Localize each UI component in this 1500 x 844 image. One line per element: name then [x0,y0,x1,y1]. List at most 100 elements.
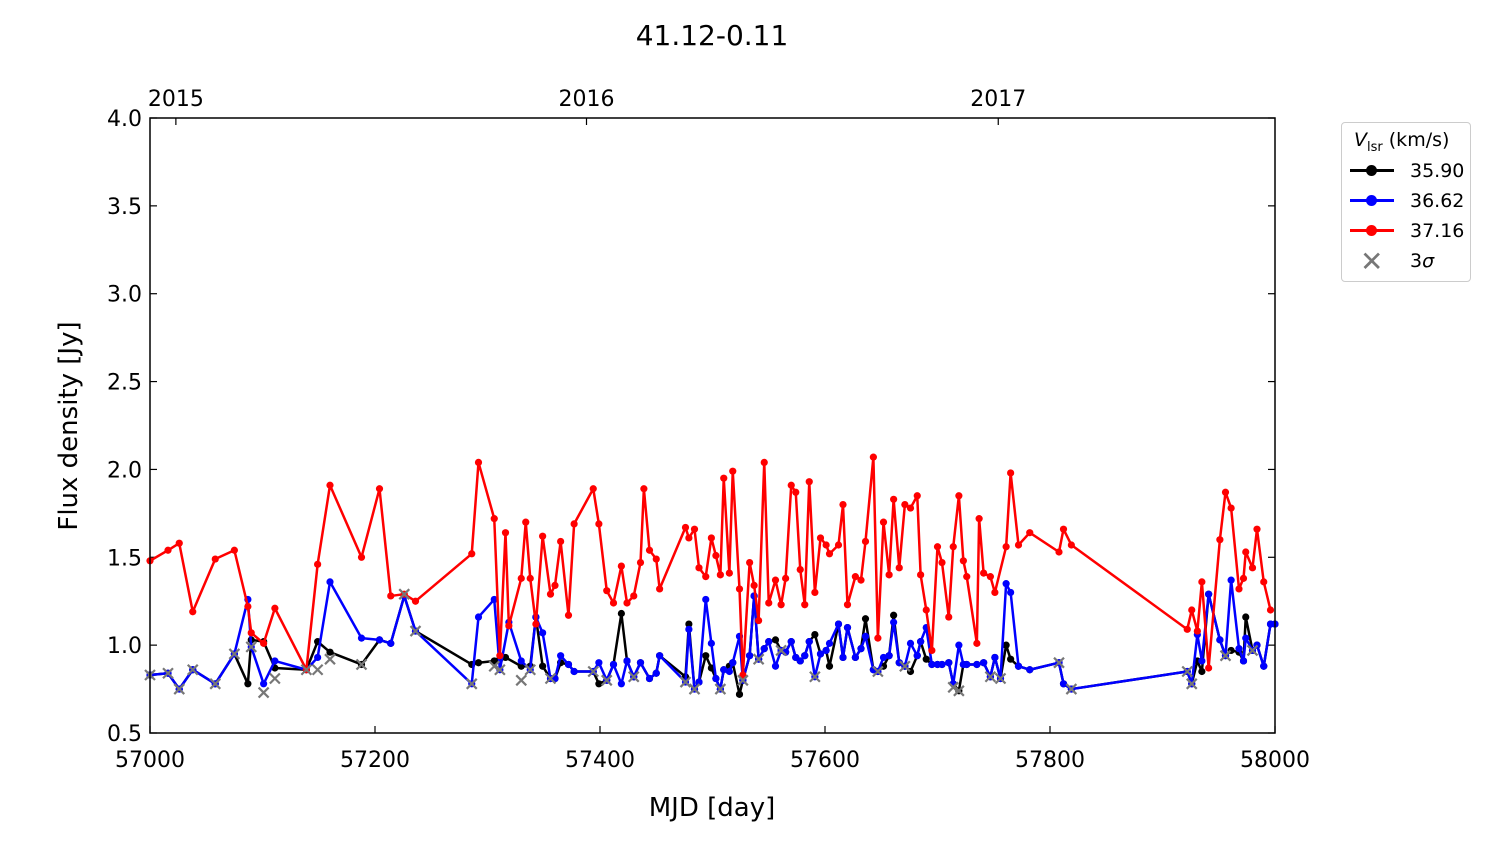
sigma3-marker [465,678,478,690]
data-point-37-16 [801,601,809,609]
data-point-37-16 [895,564,903,572]
data-point-36-62 [720,666,728,674]
data-point-36-62 [652,669,660,677]
data-point-35-90 [861,615,870,623]
data-point-36-62 [928,660,936,669]
data-point-37-16 [729,467,737,475]
data-point-36-62 [1205,590,1213,598]
data-point-36-62 [1235,645,1243,653]
data-point-37-16 [496,652,504,660]
data-point-37-16 [189,608,197,616]
data-point-37-16 [843,601,852,609]
data-point-37-16 [991,588,999,597]
sigma3-marker [1185,678,1198,690]
data-point-37-16 [546,590,555,598]
data-point-37-16 [959,557,967,565]
x-axis-label: MJD [day] [649,793,776,823]
data-point-37-16 [387,592,395,600]
sigma3-marker [494,663,506,676]
data-point-37-16 [564,611,573,619]
top-year-label: 2017 [970,87,1026,112]
data-point-37-16 [879,518,888,526]
data-point-35-90 [474,659,483,667]
series-line-37-16 [149,455,1272,677]
data-point-37-16 [557,537,565,546]
data-point-36-62 [707,639,715,647]
data-point-36-62 [271,657,279,665]
data-point-37-16 [938,558,946,567]
data-point-37-16 [1253,525,1261,533]
sigma3-marker [809,670,821,683]
legend-entry-35-90: 35.90 [1350,159,1464,183]
x-tick-label: 58000 [1240,748,1310,773]
data-point-37-16 [1248,564,1257,572]
data-point-37-16 [375,485,384,493]
data-point-37-16 [539,532,547,540]
data-point-35-90 [922,655,930,663]
data-point-37-16 [1216,536,1224,544]
sigma3-marker [714,683,727,695]
data-point-37-16 [501,529,510,537]
sigma3-marker [1246,644,1259,657]
data-point-37-16 [314,560,322,568]
data-point-37-16 [230,546,238,554]
data-point-37-16 [945,613,953,621]
data-point-37-16 [474,458,483,466]
x-tick-label: 57600 [790,748,860,773]
sigma3-marker [355,658,368,671]
data-point-35-90 [617,609,625,618]
data-point-37-16 [695,564,703,572]
sigma3-marker [872,665,884,678]
sigma3-marker [679,676,692,688]
chart-title: 41.12-0.11 [636,19,789,52]
data-point-37-16 [805,478,813,486]
data-point-36-62 [539,629,547,637]
data-point-37-16 [1239,574,1248,582]
data-point-37-16 [656,585,664,593]
data-point-36-62 [945,659,953,667]
legend-entry-36-62: 36.62 [1350,189,1464,213]
data-point-37-16 [411,597,420,605]
data-point-36-62 [906,639,915,647]
data-point-37-16 [164,546,172,554]
data-point-37-16 [603,587,611,595]
data-point-36-62 [1242,634,1250,642]
legend-title-unit: (km/s) [1382,129,1450,151]
data-point-36-62 [801,652,809,660]
data-point-37-16 [1007,469,1015,477]
data-point-37-16 [816,534,825,542]
data-point-37-16 [630,592,638,600]
data-point-37-16 [707,534,715,542]
y-tick-label: 3.5 [107,195,142,220]
data-point-37-16 [1227,504,1235,512]
data-point-37-16 [1067,541,1075,549]
data-point-37-16 [1266,606,1275,614]
data-point-37-16 [244,602,252,611]
data-point-37-16 [787,481,795,489]
data-point-36-62 [1239,657,1248,665]
data-point-37-16 [1205,664,1213,672]
sigma3-marker [515,674,528,687]
sigma3-marker [1181,665,1194,678]
data-point-36-62 [695,678,703,686]
sigma3-marker [994,672,1007,685]
legend-title-v: V [1354,129,1367,151]
data-point-37-16 [933,543,942,551]
legend-swatch-black [1350,159,1394,183]
sigma3-marker [162,667,174,680]
data-point-36-62 [857,645,865,653]
data-point-37-16 [1188,606,1196,614]
data-point-37-16 [834,541,843,549]
data-point-37-16 [755,616,763,625]
data-point-37-16 [623,599,631,607]
legend-swatch-red [1350,219,1394,243]
data-point-36-62 [645,674,654,683]
data-point-37-16 [1026,529,1034,537]
sigma3-marker [775,644,787,657]
data-point-37-16 [551,581,559,590]
data-point-36-62 [1026,666,1034,674]
data-point-37-16 [326,481,334,489]
x-tick-label: 57200 [340,748,410,773]
data-point-37-16 [720,474,728,482]
data-point-36-62 [490,595,498,604]
